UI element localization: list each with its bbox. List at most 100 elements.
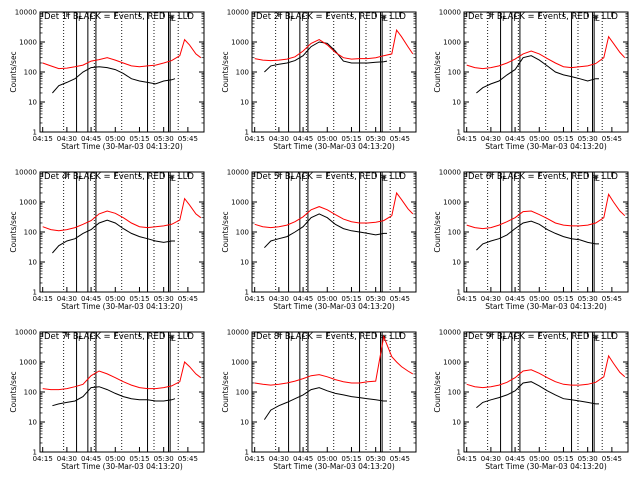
x-tick-label: 04:30 (269, 135, 289, 143)
lld-series-line (42, 38, 202, 70)
segment-marker-label: F (513, 175, 517, 183)
x-axis-label: Start Time (30-Mar-03 04:13:20) (61, 142, 183, 151)
x-tick-label: 05:45 (390, 135, 410, 143)
y-axis-label: Counts/sec (221, 51, 230, 92)
x-tick-label: 04:45 (81, 135, 101, 143)
x-tick-label: 05:00 (529, 135, 549, 143)
y-tick-label: 1 (245, 129, 249, 137)
y-tick-label: 1000 (19, 199, 37, 207)
x-tick-label: 05:15 (553, 295, 573, 303)
y-tick-label: 100 (448, 229, 461, 237)
y-tick-label: 1 (245, 289, 249, 297)
y-tick-label: 10 (452, 419, 461, 427)
x-tick-label: 05:00 (105, 455, 125, 463)
x-tick-label: 05:30 (154, 135, 174, 143)
lld-series-line (254, 191, 414, 229)
x-tick-label: 04:45 (293, 455, 313, 463)
x-tick-label: 05:00 (529, 295, 549, 303)
y-tick-label: 10 (28, 259, 37, 267)
chart-panel-8: Det 8f BLACK = Events, RED = LLD 1 10 100 10… (221, 329, 417, 471)
x-tick-label: 04:30 (481, 455, 501, 463)
events-series-line (52, 66, 176, 94)
y-tick-label: 100 (24, 69, 37, 77)
x-tick-label: 05:30 (578, 295, 598, 303)
y-tick-label: 10 (240, 419, 249, 427)
lld-series-line (254, 334, 414, 386)
x-tick-label: 05:15 (129, 295, 149, 303)
segment-marker-label: F (170, 335, 174, 343)
chart-title: Det 1f BLACK = Events, RED = LLD (44, 12, 194, 22)
y-tick-label: 10000 (227, 329, 249, 337)
x-tick-label: 05:30 (366, 135, 386, 143)
y-tick-label: 10 (452, 99, 461, 107)
y-tick-label: 1000 (443, 39, 461, 47)
x-axis-label: Start Time (30-Mar-03 04:13:20) (485, 462, 607, 471)
x-tick-label: 04:45 (505, 455, 525, 463)
x-tick-label: 05:15 (129, 455, 149, 463)
segment-marker-label: L (596, 335, 600, 343)
y-tick-label: 1 (457, 449, 461, 457)
y-axis-label: Counts/sec (9, 211, 18, 252)
y-tick-label: 1000 (19, 359, 37, 367)
y-tick-label: 100 (236, 69, 249, 77)
y-axis-label: Counts/sec (221, 211, 230, 252)
x-tick-label: 05:15 (129, 135, 149, 143)
y-axis-label: Counts/sec (221, 371, 230, 412)
lld-series-line (466, 192, 626, 230)
x-axis-label: Start Time (30-Mar-03 04:13:20) (273, 302, 395, 311)
segment-marker-label: F (513, 335, 517, 343)
y-tick-label: 100 (448, 69, 461, 77)
segment-marker-label: L (172, 175, 176, 183)
x-axis-label: Start Time (30-Mar-03 04:13:20) (485, 302, 607, 311)
x-tick-label: 04:30 (269, 295, 289, 303)
x-tick-label: 05:45 (178, 455, 198, 463)
segment-marker-label: F (382, 175, 386, 183)
segment-marker-label: F (301, 335, 305, 343)
y-tick-label: 1000 (443, 199, 461, 207)
y-tick-label: 100 (24, 229, 37, 237)
x-tick-label: 05:30 (366, 455, 386, 463)
y-tick-label: 10000 (439, 169, 461, 177)
chart-panel-2: Det 2f BLACK = Events, RED = LLD 1 10 100 10… (221, 9, 417, 151)
segment-marker-label: L (596, 15, 600, 23)
x-tick-label: 04:30 (481, 295, 501, 303)
events-series-line (52, 219, 175, 254)
x-tick-label: 04:15 (33, 455, 53, 463)
chart-panel-4: Det 4f BLACK = Events, RED = LLD 1 10 100 10… (9, 169, 205, 311)
x-tick-label: 04:45 (81, 455, 101, 463)
x-tick-label: 04:30 (269, 455, 289, 463)
lld-series-line (42, 197, 202, 232)
events-series-line (476, 55, 599, 94)
events-series-line (476, 381, 599, 409)
x-tick-label: 04:15 (245, 135, 265, 143)
y-axis-label: Counts/sec (433, 51, 442, 92)
segment-marker-label: F (301, 175, 305, 183)
x-tick-label: 04:15 (33, 135, 53, 143)
x-tick-label: 05:45 (602, 455, 622, 463)
x-tick-label: 04:15 (245, 455, 265, 463)
y-tick-label: 10 (28, 99, 37, 107)
x-tick-label: 05:15 (553, 135, 573, 143)
x-tick-label: 05:00 (317, 295, 337, 303)
segment-marker-label: L (384, 175, 388, 183)
lld-series-line (466, 354, 626, 389)
y-tick-label: 100 (236, 229, 249, 237)
x-tick-label: 05:30 (578, 135, 598, 143)
y-tick-label: 10000 (439, 9, 461, 17)
y-tick-label: 10000 (439, 329, 461, 337)
segment-marker-label: F (78, 335, 82, 343)
x-tick-label: 05:00 (105, 295, 125, 303)
x-tick-label: 04:15 (457, 135, 477, 143)
x-axis-label: Start Time (30-Mar-03 04:13:20) (485, 142, 607, 151)
segment-marker-label: F (170, 175, 174, 183)
x-axis-label: Start Time (30-Mar-03 04:13:20) (61, 302, 183, 311)
chart-title: Det 9f BLACK = Events, RED = LLD (468, 332, 618, 342)
x-tick-label: 05:00 (317, 455, 337, 463)
segment-marker-label: L (384, 15, 388, 23)
chart-panel-6: Det 6f BLACK = Events, RED = LLD 1 10 100 10… (433, 169, 629, 311)
y-tick-label: 10 (28, 419, 37, 427)
y-tick-label: 100 (448, 389, 461, 397)
segment-marker-label: F (290, 335, 294, 343)
x-tick-label: 04:30 (57, 455, 77, 463)
x-tick-label: 04:45 (81, 295, 101, 303)
